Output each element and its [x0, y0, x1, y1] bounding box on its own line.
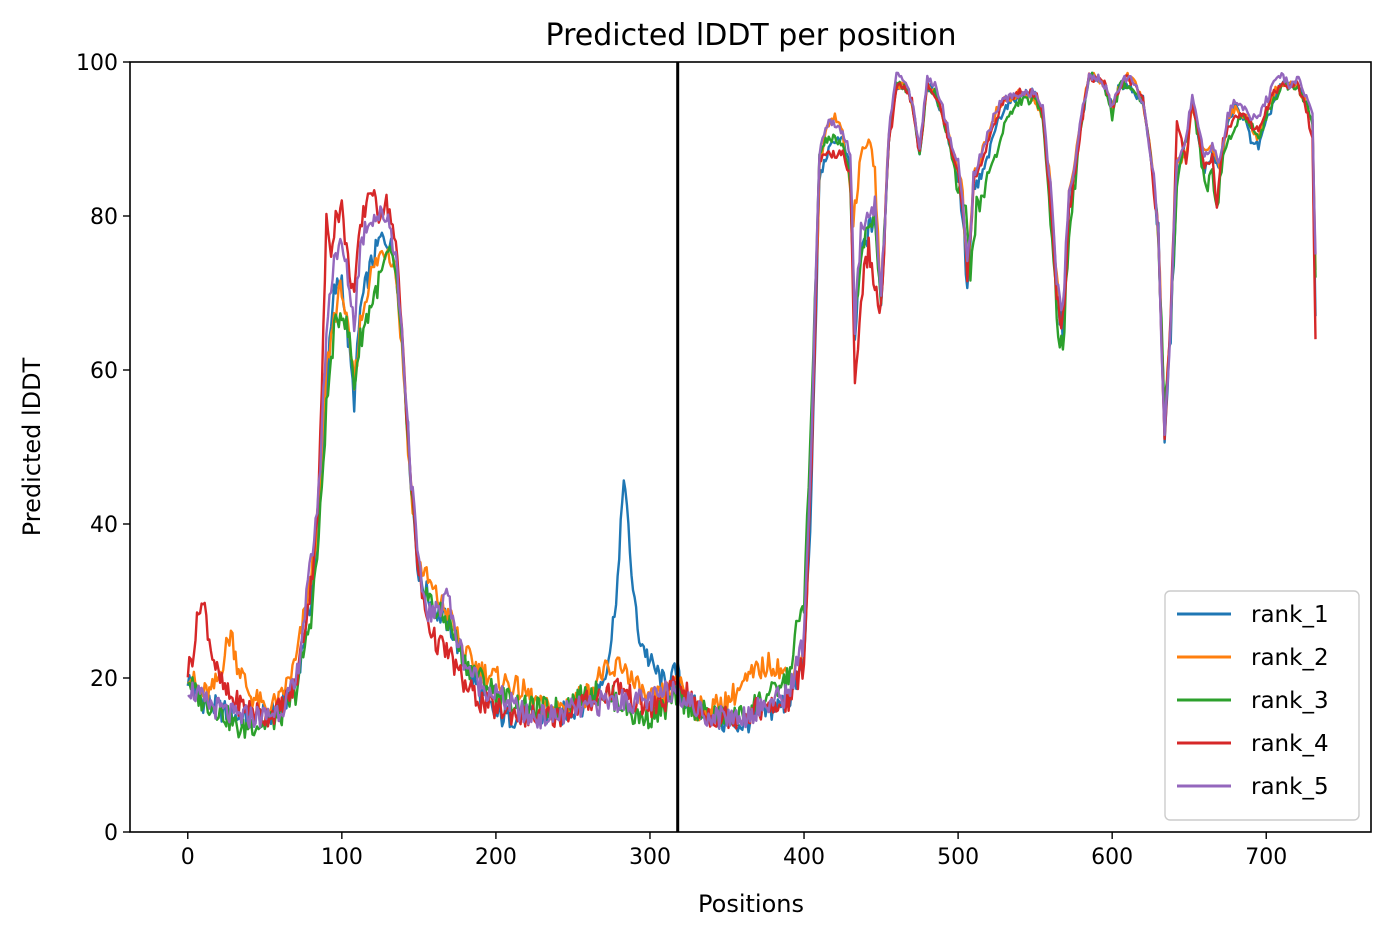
y-axis-label: Predicted lDDT [18, 357, 46, 536]
x-tick-label: 100 [321, 845, 363, 870]
legend-box [1164, 590, 1360, 821]
series-line-rank_5 [187, 71, 1317, 730]
x-tick-label: 500 [937, 845, 979, 870]
legend-label-rank_2: rank_2 [1251, 645, 1329, 671]
x-axis-label: Positions [698, 890, 804, 918]
series-line-rank_3 [187, 71, 1317, 739]
chart-title: Predicted lDDT per position [546, 18, 957, 53]
y-tick-label: 20 [90, 667, 118, 692]
y-tick-label: 100 [76, 51, 118, 76]
x-tick-label: 400 [783, 845, 825, 870]
legend-label-rank_4: rank_4 [1251, 731, 1329, 757]
y-tick-label: 80 [90, 205, 118, 230]
x-tick-label: 300 [629, 845, 671, 870]
legend-label-rank_5: rank_5 [1251, 774, 1329, 800]
x-tick-label: 0 [181, 845, 195, 870]
legend: rank_1 rank_2 rank_3 rank_4 rank_5 [1164, 590, 1360, 821]
plot-area: 0 100 200 300 400 500 600 700 0 20 40 60 80 100 rank_1… [76, 51, 1372, 870]
axes-frame [129, 61, 1372, 833]
legend-label-rank_3: rank_3 [1251, 688, 1329, 714]
y-tick-label: 60 [90, 359, 118, 384]
y-tick-label: 0 [104, 821, 118, 846]
x-tick-label: 600 [1091, 845, 1133, 870]
series-line-rank_2 [186, 71, 1317, 722]
y-tick-label: 40 [90, 513, 118, 538]
x-tick-label: 700 [1245, 845, 1287, 870]
legend-label-rank_1: rank_1 [1251, 602, 1329, 628]
x-tick-label: 200 [475, 845, 517, 870]
